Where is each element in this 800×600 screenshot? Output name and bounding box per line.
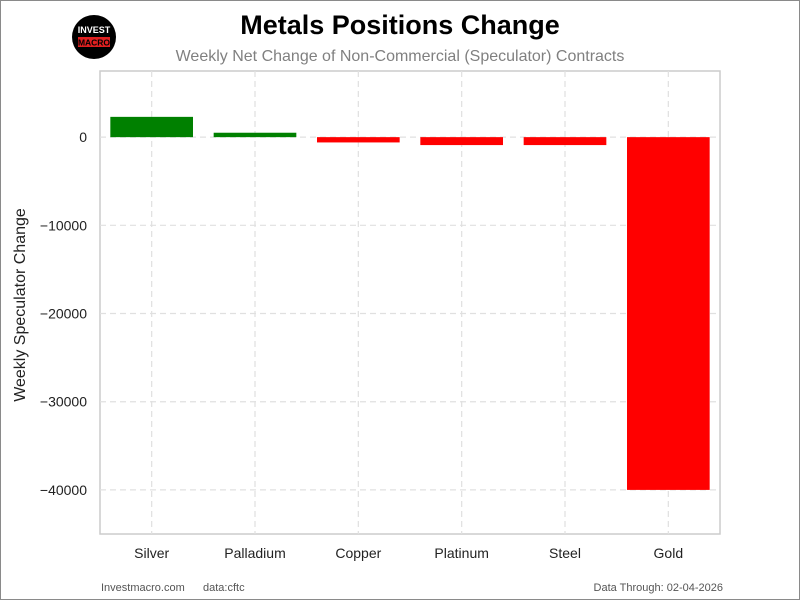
y-tick-label: −20000: [40, 306, 87, 322]
y-tick-label: −10000: [40, 217, 87, 233]
x-tick-label: Copper: [335, 545, 381, 561]
bar-platinum: [420, 137, 503, 146]
bar-palladium: [213, 132, 297, 138]
footer-data-through: Data Through: 02-04-2026: [593, 582, 723, 594]
x-tick-label: Platinum: [434, 545, 488, 561]
plot-area: [99, 70, 721, 535]
bars: [110, 116, 710, 490]
x-ticks: Silver Palladium Copper Platinum Steel Gold: [134, 545, 683, 561]
footer-data-source: data:cftc: [203, 582, 245, 594]
x-tick-label: Gold: [654, 545, 684, 561]
y-tick-label: −40000: [40, 482, 87, 498]
y-ticks: 0 −10000 −20000 −30000 −40000: [40, 129, 87, 498]
chart-subtitle: Weekly Net Change of Non-Commercial (Spe…: [175, 48, 625, 65]
y-tick-label: −30000: [40, 394, 87, 410]
x-tick-label: Silver: [134, 545, 169, 561]
bar-gold: [627, 137, 710, 490]
bar-silver: [110, 116, 193, 138]
logo-text-macro: MACRO: [78, 38, 110, 48]
x-tick-label: Steel: [549, 545, 581, 561]
logo-text-invest: INVEST: [78, 25, 111, 35]
y-tick-label: 0: [79, 129, 87, 145]
x-tick-label: Palladium: [224, 545, 285, 561]
footer-site: Investmacro.com: [101, 582, 185, 594]
bar-steel: [523, 137, 607, 146]
investmacro-logo: INVEST MACRO: [72, 15, 116, 59]
chart-title: Metals Positions Change: [240, 10, 560, 40]
bar-copper: [317, 137, 400, 143]
